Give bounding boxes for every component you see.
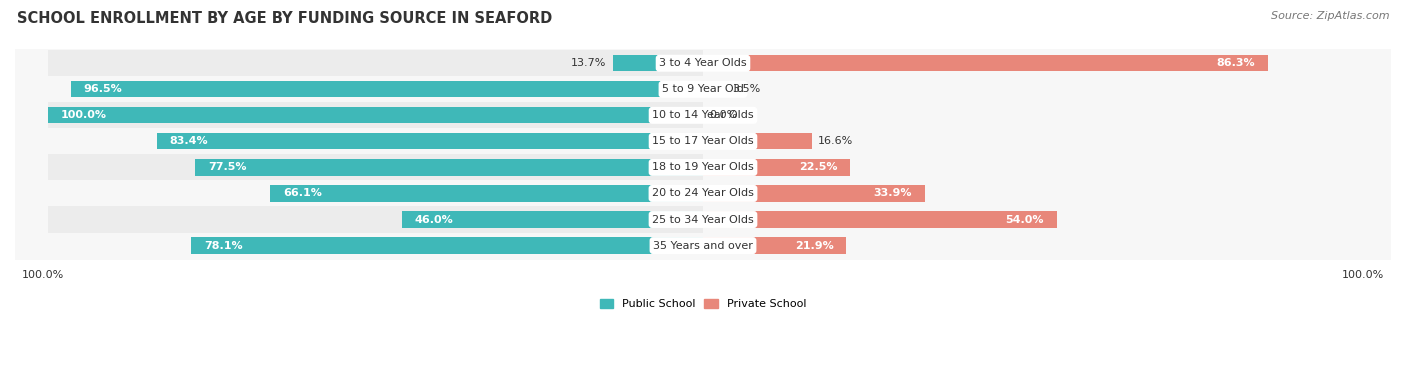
Text: 100.0%: 100.0%	[1343, 270, 1385, 280]
Bar	[48, 50, 703, 76]
Text: 86.3%: 86.3%	[1216, 58, 1256, 68]
Bar	[48, 155, 703, 181]
Text: 3 to 4 Year Olds: 3 to 4 Year Olds	[659, 58, 747, 68]
Text: 13.7%: 13.7%	[571, 58, 606, 68]
Text: 66.1%: 66.1%	[283, 188, 322, 198]
Bar	[270, 185, 703, 202]
Bar	[191, 238, 703, 254]
Bar	[703, 185, 925, 202]
Text: 22.5%: 22.5%	[799, 162, 838, 172]
Text: 21.9%: 21.9%	[794, 241, 834, 251]
Text: 96.5%: 96.5%	[84, 84, 122, 94]
Bar	[48, 76, 703, 102]
Text: 35 Years and over: 35 Years and over	[652, 241, 754, 251]
Text: 15 to 17 Year Olds: 15 to 17 Year Olds	[652, 136, 754, 146]
Bar	[703, 238, 846, 254]
Text: 100.0%: 100.0%	[21, 270, 63, 280]
Bar	[703, 55, 1268, 71]
Bar	[703, 81, 725, 97]
Text: 0.0%: 0.0%	[710, 110, 738, 120]
Bar	[48, 181, 703, 207]
Text: 18 to 19 Year Olds: 18 to 19 Year Olds	[652, 162, 754, 172]
Bar	[703, 211, 1057, 228]
Bar	[402, 211, 703, 228]
Legend: Public School, Private School: Public School, Private School	[595, 294, 811, 313]
Bar	[195, 159, 703, 176]
Text: 20 to 24 Year Olds: 20 to 24 Year Olds	[652, 188, 754, 198]
Bar	[703, 159, 851, 176]
Bar	[48, 233, 703, 259]
Text: 16.6%: 16.6%	[818, 136, 853, 146]
Text: Source: ZipAtlas.com: Source: ZipAtlas.com	[1271, 11, 1389, 21]
Text: 83.4%: 83.4%	[170, 136, 208, 146]
Bar	[156, 133, 703, 149]
Bar	[48, 128, 703, 155]
Bar	[613, 55, 703, 71]
Text: 54.0%: 54.0%	[1005, 215, 1043, 225]
Text: 10 to 14 Year Olds: 10 to 14 Year Olds	[652, 110, 754, 120]
Text: 77.5%: 77.5%	[208, 162, 247, 172]
Bar	[48, 107, 703, 123]
Bar	[48, 207, 703, 233]
Text: 3.5%: 3.5%	[733, 84, 761, 94]
Text: 78.1%: 78.1%	[204, 241, 243, 251]
Text: 100.0%: 100.0%	[60, 110, 107, 120]
Bar	[70, 81, 703, 97]
Bar	[703, 133, 811, 149]
Text: 46.0%: 46.0%	[415, 215, 454, 225]
Text: 33.9%: 33.9%	[873, 188, 912, 198]
Text: 5 to 9 Year Old: 5 to 9 Year Old	[662, 84, 744, 94]
Bar	[48, 102, 703, 128]
Text: 25 to 34 Year Olds: 25 to 34 Year Olds	[652, 215, 754, 225]
Text: SCHOOL ENROLLMENT BY AGE BY FUNDING SOURCE IN SEAFORD: SCHOOL ENROLLMENT BY AGE BY FUNDING SOUR…	[17, 11, 553, 26]
